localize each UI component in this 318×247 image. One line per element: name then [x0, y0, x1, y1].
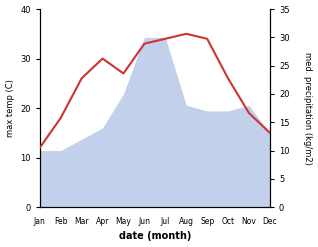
Y-axis label: med. precipitation (kg/m2): med. precipitation (kg/m2)	[303, 52, 313, 165]
Y-axis label: max temp (C): max temp (C)	[5, 79, 15, 137]
X-axis label: date (month): date (month)	[119, 231, 191, 242]
